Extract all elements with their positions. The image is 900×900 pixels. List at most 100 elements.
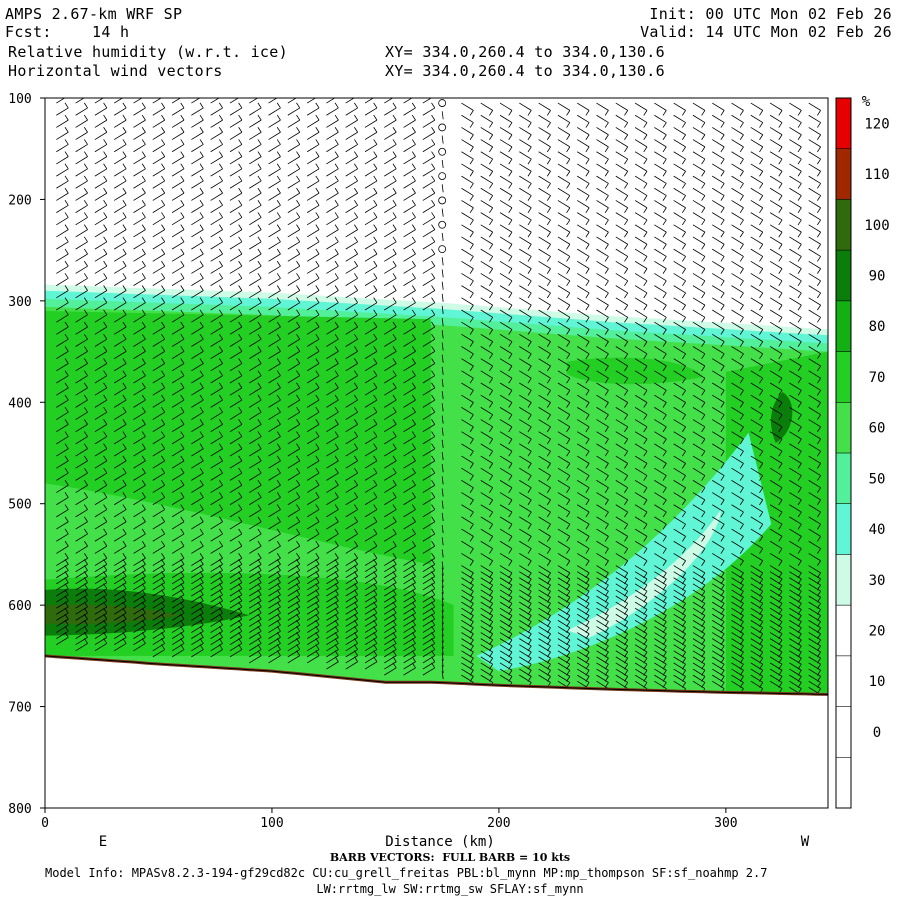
wind-barb	[287, 655, 300, 664]
wind-barb	[461, 656, 474, 665]
wind-barb-flag	[411, 601, 416, 608]
wind-barb	[596, 407, 609, 416]
wind-barb	[596, 644, 609, 653]
wind-barb-flag	[276, 406, 281, 413]
wind-barb	[692, 620, 706, 629]
wind-barb	[499, 151, 513, 160]
x-axis-label: Distance (km)	[385, 834, 495, 850]
wind-barb	[229, 156, 243, 165]
wind-barb	[808, 346, 821, 355]
wind-barb	[596, 346, 609, 355]
wind-barb-flag	[624, 244, 629, 250]
wind-barb-flag	[489, 244, 494, 250]
wind-barb	[287, 448, 300, 457]
wind-barb-flag	[508, 292, 513, 299]
wind-barb-flag	[276, 626, 281, 632]
wind-barb	[557, 407, 571, 416]
wind-barb-flag	[276, 273, 281, 279]
wind-barb	[171, 253, 185, 262]
wind-barb	[191, 545, 204, 554]
wind-barb-flag	[122, 559, 127, 565]
wind-barb	[673, 273, 686, 282]
wind-barb	[171, 326, 185, 335]
wind-barb	[673, 480, 686, 489]
wind-barb	[731, 583, 744, 592]
wind-barb	[538, 163, 551, 172]
wind-barb	[56, 290, 69, 299]
wind-barb	[712, 309, 725, 318]
wind-barb-flag	[354, 443, 358, 449]
wind-barb-flag	[161, 626, 166, 632]
wind-barb	[114, 192, 127, 201]
wind-barb	[808, 571, 821, 580]
wind-barb	[692, 358, 706, 367]
wind-barb-flag	[218, 626, 223, 632]
wind-barb-flag	[218, 406, 223, 413]
wind-barb-flag	[373, 297, 378, 303]
wind-barb	[673, 492, 686, 501]
wind-barb-flag	[354, 467, 358, 474]
wind-barb	[557, 662, 571, 671]
wind-barb	[56, 564, 69, 573]
wind-barb	[133, 229, 146, 238]
wind-barb-flag	[778, 207, 783, 214]
wind-barb-flag	[373, 127, 378, 133]
wind-barb	[654, 504, 667, 513]
wind-barb-flag	[103, 382, 108, 389]
wind-barb	[133, 107, 146, 116]
wind-barb	[268, 241, 281, 250]
wind-barb-flag	[199, 443, 204, 449]
wind-barb	[499, 589, 513, 598]
wind-barb-flag	[662, 207, 667, 214]
wind-barb	[287, 375, 300, 384]
wind-barb	[171, 630, 185, 639]
x-tick-label: 100	[260, 816, 283, 831]
wind-barb-flag	[315, 559, 320, 565]
wind-barb-flag	[334, 394, 339, 401]
wind-barb-flag	[797, 377, 802, 384]
wind-barb-flag	[392, 540, 397, 547]
wind-barb	[692, 273, 706, 282]
wind-barb-flag	[566, 317, 571, 323]
wind-barb-flag	[239, 91, 242, 96]
wind-barb-flag	[296, 212, 301, 218]
wind-barb-flag	[681, 329, 686, 335]
wind-barb-flag	[797, 171, 802, 177]
wind-barb	[712, 565, 725, 574]
colorbar-swatch	[836, 402, 851, 453]
wind-barb-flag	[469, 280, 474, 287]
wind-barb	[769, 382, 783, 391]
wind-barb	[345, 119, 358, 128]
wind-barb	[441, 652, 444, 661]
wind-barb	[519, 571, 532, 580]
wind-barb	[94, 302, 108, 311]
wind-barb-flag	[354, 479, 358, 486]
wind-barb	[750, 394, 763, 403]
wind-barb	[114, 643, 127, 652]
wind-barb-flag	[411, 504, 416, 510]
wind-barb	[364, 424, 378, 433]
wind-barb	[249, 588, 262, 597]
wind-barb	[808, 492, 821, 501]
wind-barb-flag	[276, 260, 281, 267]
wind-barb-flag	[122, 346, 127, 352]
wind-barb	[557, 358, 571, 367]
wind-barb	[114, 302, 127, 311]
wind-barb-flag	[392, 528, 397, 535]
wind-barb-flag	[334, 516, 339, 522]
wind-barb	[712, 504, 725, 513]
wind-barb-flag	[508, 195, 513, 201]
wind-barb	[615, 601, 628, 610]
wind-barb-flag	[431, 492, 436, 498]
wind-barb-flag	[64, 321, 69, 328]
wind-barb	[210, 204, 223, 213]
wind-barb	[692, 419, 706, 428]
wind-barb	[461, 224, 474, 233]
wind-barb-flag	[681, 523, 686, 530]
wind-barb-flag	[739, 402, 744, 408]
wind-barb-flag	[643, 487, 648, 493]
wind-barb	[577, 613, 590, 622]
wind-barb	[191, 156, 204, 165]
wind-barb	[384, 649, 397, 658]
wind-barb	[789, 656, 802, 665]
